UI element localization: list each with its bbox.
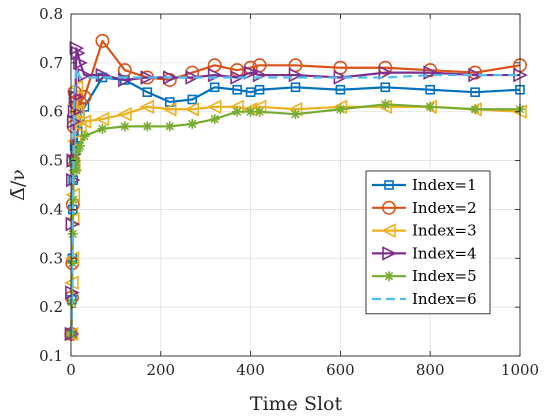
series-1-point-21 bbox=[290, 82, 301, 93]
series-3-point-17 bbox=[206, 99, 222, 115]
series-3-point-11 bbox=[76, 114, 92, 129]
series-5-point-18 bbox=[232, 106, 243, 117]
series-5-point-20 bbox=[254, 106, 265, 117]
legend-marker-2 bbox=[381, 200, 396, 215]
series-4-point-12 bbox=[95, 67, 111, 83]
series-1-point-16 bbox=[187, 94, 198, 105]
x-tick-label-2: 400 bbox=[236, 361, 265, 379]
series-5-point-23 bbox=[380, 99, 391, 110]
series-4-point-9 bbox=[70, 45, 86, 61]
legend-marker-5 bbox=[384, 271, 394, 282]
legend-label-2: Index=2 bbox=[412, 199, 477, 217]
series-5-point-21 bbox=[290, 109, 301, 120]
series-3-point-12 bbox=[94, 111, 110, 127]
legend-label-5: Index=5 bbox=[412, 267, 477, 285]
y-tick-label-6: 0.7 bbox=[39, 54, 63, 72]
series-6 bbox=[70, 66, 520, 335]
legend-label-1: Index=1 bbox=[412, 176, 477, 194]
legend-label-3: Index=3 bbox=[412, 222, 477, 240]
series-5-point-4 bbox=[68, 194, 79, 205]
x-tick-label-1: 200 bbox=[146, 361, 175, 379]
series-5-point-16 bbox=[187, 118, 198, 129]
y-tick-label-0: 0.1 bbox=[39, 347, 63, 365]
series-5-point-3 bbox=[67, 228, 78, 239]
y-tick-label-2: 0.3 bbox=[39, 249, 63, 267]
series-5-point-19 bbox=[245, 106, 256, 117]
series-5-point-10 bbox=[74, 140, 85, 151]
series-5-point-9 bbox=[72, 145, 83, 156]
legend-marker-4 bbox=[382, 246, 397, 261]
series-2-point-11 bbox=[77, 90, 92, 105]
y-axis-label: Δ̄/ν bbox=[7, 169, 29, 201]
series-4-point-23 bbox=[378, 65, 394, 80]
x-tick-label-3: 600 bbox=[326, 361, 355, 379]
series-3-point-15 bbox=[161, 101, 177, 117]
series-1-point-24 bbox=[425, 84, 436, 95]
series-5-point-7 bbox=[70, 160, 81, 171]
series-5-point-24 bbox=[425, 101, 436, 112]
series-4-point-19 bbox=[243, 65, 259, 80]
series-5-point-13 bbox=[119, 121, 130, 132]
series-3-point-13 bbox=[117, 106, 132, 122]
series-1-point-17 bbox=[209, 82, 220, 93]
legend-marker-3 bbox=[381, 223, 396, 238]
series-1-point-19 bbox=[245, 87, 256, 97]
legend-marker-1 bbox=[384, 180, 394, 190]
series-3-point-9 bbox=[69, 104, 85, 120]
x-axis-label: Time Slot bbox=[250, 393, 343, 415]
series-3-point-14 bbox=[139, 99, 155, 115]
series-4-point-21 bbox=[288, 67, 304, 83]
series-1-point-23 bbox=[380, 82, 391, 93]
series-group bbox=[63, 33, 528, 342]
x-tick-label-5: 1000 bbox=[501, 361, 539, 379]
tick-group: 0 200 400 600 800 1000 0.1 0.2 0.3 0.4 0.5 0.6 0.7 0.… bbox=[39, 5, 539, 379]
y-tick-label-7: 0.8 bbox=[39, 5, 63, 23]
series-5-point-12 bbox=[97, 123, 108, 134]
series-4-point-8 bbox=[69, 40, 85, 56]
y-tick-label-1: 0.2 bbox=[39, 298, 63, 316]
legend-label-4: Index=4 bbox=[412, 244, 477, 262]
series-5-point-15 bbox=[164, 121, 175, 132]
series-5-point-25 bbox=[470, 104, 481, 115]
series-4-point-24 bbox=[423, 65, 438, 80]
y-tick-label-3: 0.4 bbox=[39, 200, 63, 218]
series-1-point-18 bbox=[232, 84, 242, 95]
series-1-point-14 bbox=[142, 87, 153, 97]
series-3-point-10 bbox=[72, 119, 87, 134]
series-5-point-2 bbox=[67, 258, 78, 269]
series-1-point-25 bbox=[470, 87, 480, 97]
y-tick-label-5: 0.6 bbox=[39, 103, 63, 121]
series-2-point-12 bbox=[95, 33, 110, 48]
legend-label-6: Index=6 bbox=[412, 290, 477, 308]
x-tick-label-0: 0 bbox=[66, 361, 76, 379]
series-5-point-14 bbox=[142, 121, 153, 132]
series-5-point-22 bbox=[335, 104, 346, 115]
series-3-point-16 bbox=[184, 101, 200, 117]
series-1-point-22 bbox=[335, 84, 346, 95]
plot-frame bbox=[70, 13, 521, 357]
legend: Index=1 Index=2 Index=3 Index=4 Index=5 Index… bbox=[365, 170, 491, 315]
series-5-point-17 bbox=[209, 114, 220, 125]
series-5-point-11 bbox=[79, 131, 90, 142]
x-tick-label-4: 800 bbox=[416, 361, 445, 379]
y-tick-label-4: 0.5 bbox=[39, 152, 63, 170]
series-5-point-8 bbox=[71, 165, 82, 176]
legend-box bbox=[365, 170, 491, 315]
series-1-point-20 bbox=[254, 84, 265, 95]
series-6-line bbox=[70, 66, 520, 335]
